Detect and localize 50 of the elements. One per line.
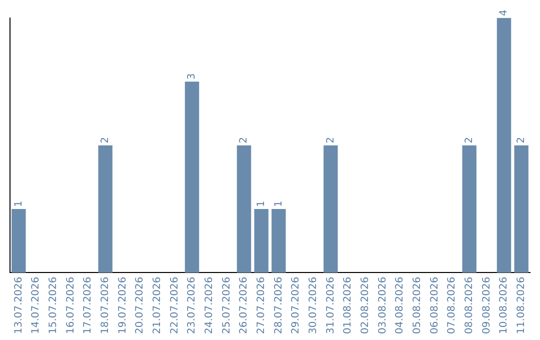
bar xyxy=(462,145,476,273)
data-label: 3 xyxy=(186,73,198,80)
data-label: 4 xyxy=(498,10,510,16)
x-tick-label: 04.08.2026 xyxy=(394,276,406,334)
x-tick-label: 14.07.2026 xyxy=(30,276,42,334)
x-tick-label: 24.07.2026 xyxy=(204,276,215,334)
bar xyxy=(254,209,268,273)
bar xyxy=(236,145,252,273)
bar xyxy=(184,82,200,273)
x-tick-label: 23.07.2026 xyxy=(186,276,198,334)
bar xyxy=(98,145,112,273)
x-tick-label: 07.08.2026 xyxy=(446,276,458,334)
x-tick-label: 29.07.2026 xyxy=(290,276,302,334)
bar xyxy=(272,209,286,273)
x-tick-label: 17.07.2026 xyxy=(82,276,94,334)
x-tick-label: 22.07.2026 xyxy=(169,276,180,334)
x-tick-label: 21.07.2026 xyxy=(152,276,163,334)
data-label: 2 xyxy=(100,136,111,144)
x-tick-label: 27.07.2026 xyxy=(256,276,267,334)
x-tick-label: 16.07.2026 xyxy=(65,276,76,334)
data-label: 1 xyxy=(13,200,24,208)
x-tick-label: 03.08.2026 xyxy=(377,276,388,334)
bar xyxy=(12,209,26,273)
x-tick-label: 06.08.2026 xyxy=(429,276,440,334)
x-tick-label: 26.07.2026 xyxy=(238,276,250,334)
data-label: 2 xyxy=(238,136,250,144)
x-tick-label: 15.07.2026 xyxy=(48,276,59,334)
data-label: 1 xyxy=(256,200,267,208)
x-tick-label: 25.07.2026 xyxy=(221,276,232,334)
bar xyxy=(514,145,528,273)
x-tick-label: 19.07.2026 xyxy=(117,276,128,334)
data-label: 2 xyxy=(325,136,336,144)
x-tick-label: 30.07.2026 xyxy=(308,276,319,334)
x-tick-label: 02.08.2026 xyxy=(360,276,371,334)
x-tick-label: 10.08.2026 xyxy=(498,276,510,334)
data-label: 2 xyxy=(516,136,527,144)
x-tick-label: 08.08.2026 xyxy=(464,276,475,334)
bar xyxy=(496,18,512,273)
x-tick-label: 11.08.2026 xyxy=(516,276,527,334)
x-tick-label: 20.07.2026 xyxy=(134,276,146,334)
x-tick-label: 05.08.2026 xyxy=(412,276,423,334)
x-tick-label: 13.07.2026 xyxy=(13,276,24,334)
x-tick-label: 28.07.2026 xyxy=(273,276,284,334)
x-tick-label: 18.07.2026 xyxy=(100,276,111,334)
data-label: 1 xyxy=(273,200,284,208)
bar xyxy=(324,145,338,273)
x-tick-label: 01.08.2026 xyxy=(342,276,354,334)
x-tick-label: 09.08.2026 xyxy=(481,276,492,334)
x-tick-label: 31.07.2026 xyxy=(325,276,336,334)
data-label: 2 xyxy=(464,136,475,144)
